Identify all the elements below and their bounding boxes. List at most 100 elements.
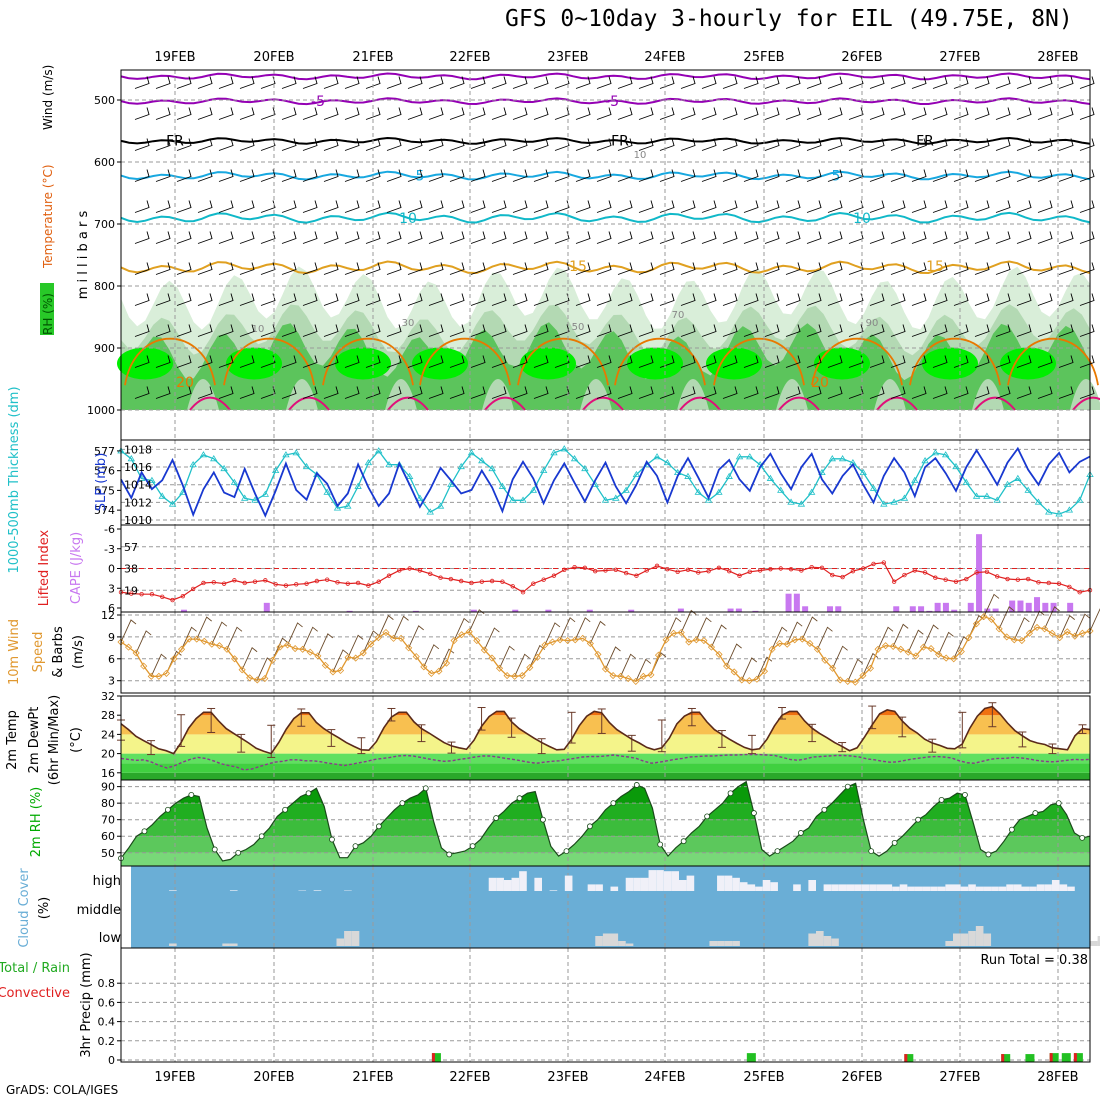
surface-wind-barb bbox=[590, 621, 605, 643]
ylabel-wind10-b: Speed bbox=[31, 632, 46, 673]
date-label-top-24FEB: 24FEB bbox=[644, 50, 685, 65]
date-label-bottom-22FEB: 22FEB bbox=[449, 1070, 490, 1085]
wind-barb bbox=[345, 201, 359, 213]
rh-2m-point bbox=[353, 844, 358, 849]
ytick-pressure-600: 600 bbox=[94, 156, 115, 169]
wind-barb bbox=[576, 139, 590, 151]
rh-2m-point bbox=[306, 791, 311, 796]
temp-contour-label-4-1: 15 bbox=[926, 259, 944, 275]
wind-barb bbox=[723, 294, 737, 306]
ytick-slp-1016: 1016 bbox=[124, 461, 152, 474]
ytick-lifted-3: 3 bbox=[108, 582, 115, 595]
wind-barb bbox=[1059, 232, 1073, 244]
cloud-high-bar bbox=[550, 890, 558, 891]
cloud-level-label-low: low bbox=[99, 931, 122, 946]
surface-wind-barb bbox=[303, 627, 318, 649]
cloud-low-bar bbox=[953, 934, 961, 947]
cape-bar-19 bbox=[910, 606, 916, 612]
temp-contour-10 bbox=[121, 213, 1090, 223]
surface-wind-barb bbox=[484, 628, 499, 650]
ytick-lifted-0: -6 bbox=[104, 523, 115, 536]
surface-wind-barb bbox=[742, 658, 757, 680]
wind-barb bbox=[135, 294, 149, 306]
wind-barb bbox=[639, 232, 653, 244]
cloud-high-bar bbox=[808, 880, 816, 891]
rh-2m-point bbox=[236, 850, 241, 855]
ytick-pressure-500: 500 bbox=[94, 94, 115, 107]
wind-barb bbox=[891, 77, 905, 89]
rh-2m-point bbox=[564, 849, 569, 854]
wind-barb bbox=[1017, 232, 1031, 244]
cape-bar-25 bbox=[968, 603, 974, 612]
cloud-high-bar bbox=[869, 884, 877, 891]
wind-barb bbox=[723, 170, 737, 182]
wind-barb bbox=[387, 77, 401, 89]
precip-convective-bar-3 bbox=[1001, 1054, 1004, 1062]
temp-band-2 bbox=[121, 754, 1090, 764]
cloud-high-bar bbox=[1037, 884, 1045, 891]
date-label-top-21FEB: 21FEB bbox=[352, 50, 393, 65]
wind-barb bbox=[1059, 201, 1073, 213]
wind-barb bbox=[996, 77, 1010, 89]
wind-barb bbox=[219, 232, 233, 244]
wind-barb bbox=[240, 232, 254, 244]
date-label-bottom-23FEB: 23FEB bbox=[547, 1070, 588, 1085]
surface-wind-barb bbox=[227, 627, 242, 649]
run-total-label: Run Total = 0.38 bbox=[980, 953, 1088, 968]
cloud-high-bar bbox=[717, 876, 725, 891]
cloud-high-bar bbox=[755, 887, 763, 891]
wind-barb bbox=[156, 263, 170, 275]
ytick-rh2m-70: 70 bbox=[101, 814, 115, 827]
cloud-high-bar bbox=[588, 884, 596, 891]
ytick-rh2m-90: 90 bbox=[101, 781, 115, 794]
ylabel-cape: CAPE (J/kg) bbox=[69, 532, 84, 604]
wind-barb bbox=[429, 201, 443, 213]
temp-contour-label-1-1: FR bbox=[611, 133, 629, 149]
cloud-high-bar bbox=[793, 884, 801, 891]
cloud-high-bar bbox=[900, 884, 908, 891]
cloud-high-bar bbox=[732, 878, 740, 891]
wind-barb bbox=[345, 232, 359, 244]
cloud-low-bar bbox=[1090, 941, 1098, 946]
ylabel-precip: 3hr Precip (mm) bbox=[79, 952, 94, 1057]
wind-barb bbox=[702, 77, 716, 89]
ylabel-cloud-b: (%) bbox=[37, 897, 52, 920]
rh-2m-point bbox=[283, 807, 288, 812]
ytick-cape-19: 19 bbox=[124, 584, 138, 597]
wind-barb bbox=[303, 201, 317, 213]
cloud-low-bar bbox=[824, 936, 832, 946]
ylabel-millibars: m i l l i b a r s bbox=[76, 211, 91, 300]
precip-total-bar-4 bbox=[1025, 1054, 1034, 1062]
rh-2m-point bbox=[634, 782, 639, 787]
cloud-low-bar bbox=[626, 944, 634, 947]
ytick-temp2m-20: 20 bbox=[101, 748, 115, 761]
cloud-high-bar bbox=[687, 876, 695, 891]
cloud-high-bar bbox=[1044, 884, 1052, 891]
wind-barb bbox=[1059, 263, 1073, 275]
cloud-high-bar bbox=[877, 884, 885, 891]
ytick-pressure-700: 700 bbox=[94, 218, 115, 231]
wind-barb bbox=[198, 108, 212, 120]
cloud-high-bar bbox=[923, 887, 931, 891]
wind-barb bbox=[912, 294, 926, 306]
wind-barb bbox=[681, 232, 695, 244]
wind-barb bbox=[387, 139, 401, 151]
cloud-high-bar bbox=[664, 871, 672, 891]
wind-barb bbox=[1017, 201, 1031, 213]
date-label-bottom-28FEB: 28FEB bbox=[1037, 1070, 1078, 1085]
cloud-high-bar bbox=[1006, 884, 1014, 891]
date-label-top-25FEB: 25FEB bbox=[743, 50, 784, 65]
rh-2m-point bbox=[1009, 827, 1014, 832]
wind-barb bbox=[807, 170, 821, 182]
ytick-lifted-1: -3 bbox=[104, 543, 115, 556]
wind-barb bbox=[177, 263, 191, 275]
slp-line bbox=[121, 449, 1090, 516]
date-label-top-28FEB: 28FEB bbox=[1037, 50, 1078, 65]
cloud-low-bar bbox=[968, 931, 976, 946]
wind-barb bbox=[387, 108, 401, 120]
surface-wind-barb bbox=[378, 616, 393, 638]
wind-barb bbox=[828, 232, 842, 244]
cloud-high-bar bbox=[953, 884, 961, 891]
cloud-high-bar bbox=[230, 890, 238, 891]
